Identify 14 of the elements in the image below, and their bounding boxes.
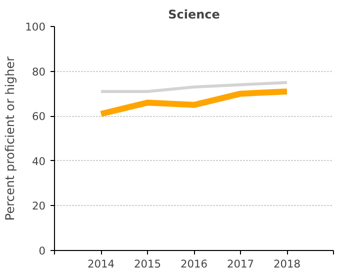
y-tick-label: 60 (32, 110, 46, 124)
x-tick-label: 2015 (134, 258, 162, 270)
y-axis-title: Percent proficient or higher (3, 56, 18, 221)
x-tick-label: 2014 (87, 258, 115, 270)
y-tick-label: 80 (32, 65, 46, 78)
x-tick-label: 2017 (226, 258, 254, 270)
y-tick-label: 20 (32, 200, 46, 213)
y-tick-label: 40 (32, 154, 46, 168)
x-tick-label: 2016 (180, 258, 208, 270)
x-tick-label: 2018 (273, 258, 301, 270)
line-series (100, 81, 288, 93)
chart-title: Science (168, 8, 220, 22)
y-tick-label: 0 (38, 244, 46, 258)
y-tick-label: 100 (25, 20, 46, 34)
